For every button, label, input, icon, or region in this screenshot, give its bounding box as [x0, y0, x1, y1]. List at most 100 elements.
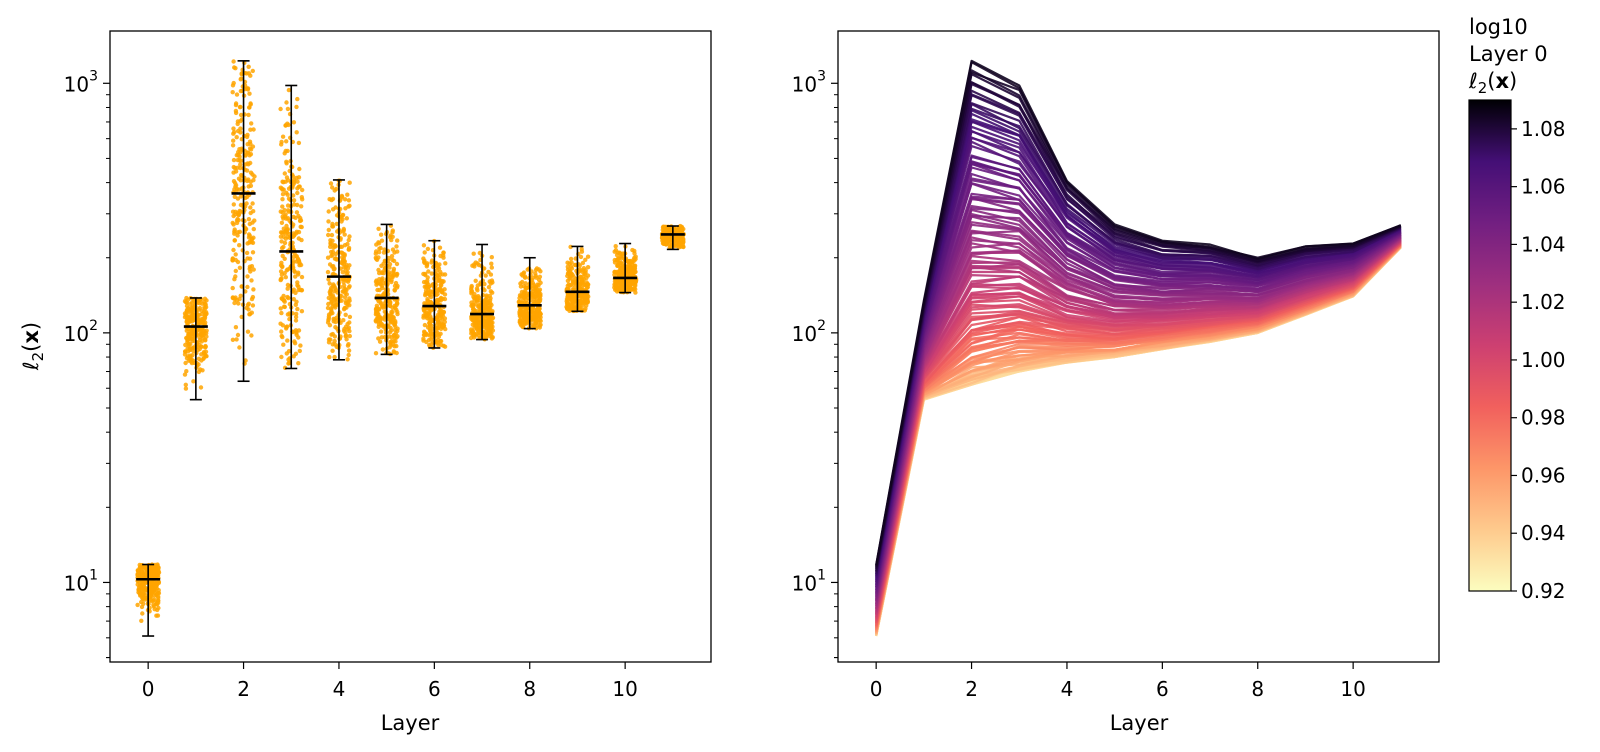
- scatter-point: [286, 295, 291, 301]
- scatter-point: [394, 350, 399, 356]
- scatter-point: [237, 243, 242, 248]
- scatter-point: [681, 226, 686, 232]
- scatter-point: [475, 261, 480, 266]
- scatter-points: [135, 59, 686, 623]
- scatter-point: [347, 333, 352, 339]
- scatter-point: [182, 372, 188, 377]
- scatter-point: [295, 202, 300, 208]
- scatter-point: [538, 322, 543, 327]
- scatter-point: [665, 226, 670, 231]
- scatter-point: [135, 568, 140, 573]
- scatter-point: [291, 120, 297, 125]
- scatter-point: [380, 347, 385, 352]
- line-bundle: [875, 59, 1402, 637]
- colorbar-title-line-1: log10: [1469, 15, 1528, 39]
- scatter-point: [345, 192, 350, 197]
- scatter-point: [189, 316, 195, 321]
- scatter-point: [233, 268, 238, 274]
- scatter-point: [345, 241, 350, 247]
- scatter-point: [295, 96, 300, 102]
- scatter-point: [524, 297, 529, 303]
- scatter-point: [376, 241, 382, 246]
- scatter-point: [489, 261, 494, 266]
- scatter-point: [295, 186, 300, 191]
- scatter-point: [251, 267, 256, 272]
- right-x-tick-label: 8: [1251, 677, 1264, 701]
- right-x-axis-label: Layer: [1110, 711, 1169, 735]
- scatter-point: [327, 354, 332, 360]
- scatter-point: [584, 275, 589, 281]
- scatter-point: [422, 322, 428, 328]
- scatter-point: [519, 321, 524, 326]
- scatter-point: [472, 262, 477, 267]
- scatter-point: [341, 289, 346, 294]
- scatter-point: [298, 224, 303, 229]
- scatter-point: [585, 265, 591, 270]
- scatter-point: [327, 262, 333, 267]
- scatter-point: [376, 299, 381, 304]
- scatter-point: [245, 142, 250, 147]
- scatter-point: [249, 333, 254, 338]
- scatter-point: [233, 66, 238, 71]
- colorbar-title-line-3: ℓ2(x): [1468, 69, 1517, 97]
- scatter-point: [296, 361, 301, 366]
- scatter-point: [236, 176, 242, 181]
- scatter-point: [379, 335, 384, 340]
- scatter-point: [565, 264, 570, 269]
- scatter-point: [185, 310, 190, 315]
- scatter-point: [338, 277, 344, 282]
- scatter-point: [238, 158, 244, 163]
- scatter-point: [197, 320, 202, 325]
- left-x-axis-label: Layer: [381, 711, 440, 735]
- scatter-point: [197, 300, 202, 306]
- colorbar-tick-label: 0.96: [1521, 463, 1566, 487]
- scatter-point: [230, 90, 235, 95]
- scatter-point: [245, 86, 250, 91]
- scatter-point: [341, 283, 347, 288]
- scatter-point: [251, 127, 256, 132]
- scatter-point: [250, 68, 255, 74]
- scatter-point: [246, 64, 251, 70]
- scatter-point: [390, 257, 395, 263]
- scatter-point: [387, 262, 393, 267]
- right-y-tick-label: 101: [792, 567, 826, 595]
- scatter-point: [469, 300, 474, 305]
- left-y-ticks: 101 102 103: [64, 68, 110, 659]
- scatter-point: [291, 260, 296, 265]
- scatter-point: [395, 311, 400, 317]
- scatter-point: [430, 326, 435, 331]
- scatter-point: [232, 180, 238, 186]
- scatter-point: [295, 306, 300, 312]
- scatter-point: [377, 315, 383, 320]
- scatter-point: [232, 194, 237, 199]
- colorbar-tick-label: 1.06: [1521, 175, 1566, 199]
- scatter-point: [633, 290, 638, 295]
- scatter-point: [278, 321, 283, 326]
- scatter-point: [251, 287, 256, 292]
- scatter-point: [247, 91, 252, 96]
- scatter-point: [296, 328, 302, 333]
- scatter-point: [245, 284, 250, 290]
- right-x-ticks: 0 2 4 6 8 10: [870, 662, 1366, 701]
- scatter-point: [281, 180, 286, 185]
- scatter-point: [379, 238, 385, 243]
- scatter-point: [278, 234, 284, 239]
- scatter-point: [196, 369, 202, 375]
- scatter-point: [434, 298, 440, 303]
- scatter-point: [326, 301, 331, 307]
- scatter-point: [140, 588, 145, 593]
- scatter-point: [251, 226, 256, 232]
- scatter-point: [296, 259, 302, 264]
- scatter-point: [484, 333, 489, 338]
- scatter-point: [202, 305, 207, 310]
- scatter-point: [482, 281, 487, 287]
- scatter-point: [488, 281, 493, 286]
- scatter-point: [346, 198, 352, 203]
- scatter-point: [579, 247, 584, 252]
- scatter-point: [578, 254, 584, 260]
- scatter-point: [280, 134, 286, 139]
- scatter-point: [421, 279, 427, 285]
- scatter-point: [388, 235, 393, 240]
- scatter-point: [345, 279, 351, 284]
- scatter-point: [334, 315, 339, 321]
